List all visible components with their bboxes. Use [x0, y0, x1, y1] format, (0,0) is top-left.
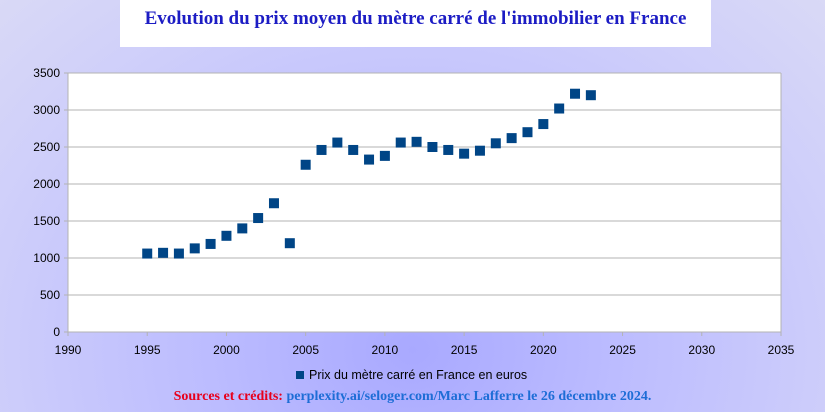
y-tick-label: 0 — [53, 325, 60, 339]
data-point — [411, 136, 422, 147]
data-point — [474, 145, 485, 156]
x-tick-label: 2015 — [451, 343, 478, 357]
data-point — [506, 133, 517, 144]
x-tick-label: 2030 — [688, 343, 715, 357]
data-point — [300, 159, 311, 170]
data-point — [490, 138, 501, 149]
data-point — [364, 154, 375, 165]
x-tick-label: 2005 — [292, 343, 319, 357]
data-point — [379, 150, 390, 161]
legend-marker — [296, 371, 304, 379]
x-tick-label: 2020 — [530, 343, 557, 357]
data-point — [585, 90, 596, 101]
y-tick-label: 500 — [40, 288, 60, 302]
data-point — [554, 103, 565, 114]
data-point — [253, 213, 264, 224]
data-point — [348, 144, 359, 155]
data-point — [189, 243, 200, 254]
data-point — [538, 119, 549, 130]
y-tick-label: 1000 — [33, 251, 60, 265]
data-point — [173, 248, 184, 259]
footer-credit: perplexity.ai/seloger.com/Marc Lafferre … — [286, 389, 652, 404]
data-point — [221, 230, 232, 241]
y-tick-label: 3500 — [33, 66, 60, 80]
y-tick-label: 2500 — [33, 140, 60, 154]
data-point — [443, 144, 454, 155]
x-tick-label: 2000 — [213, 343, 240, 357]
legend-label: Prix du mètre carré en France en euros — [309, 368, 528, 382]
x-tick-label: 1995 — [134, 343, 161, 357]
legend: Prix du mètre carré en France en euros — [296, 368, 527, 382]
data-point — [459, 148, 470, 159]
footer: Sources et crédits: perplexity.ai/seloge… — [0, 389, 825, 405]
data-point — [570, 88, 581, 99]
data-point — [316, 144, 327, 155]
data-point — [205, 238, 216, 249]
data-point — [142, 248, 153, 259]
data-point — [522, 127, 533, 138]
data-point — [237, 223, 248, 234]
chart-title: Evolution du prix moyen du mètre carré d… — [144, 7, 687, 29]
data-point — [284, 238, 295, 249]
footer-label: Sources et crédits: — [173, 389, 283, 404]
x-tick-label: 1990 — [55, 343, 82, 357]
x-tick-label: 2010 — [372, 343, 399, 357]
x-tick-label: 2035 — [768, 343, 795, 357]
y-tick-label: 3000 — [33, 103, 60, 117]
y-tick-label: 1500 — [33, 214, 60, 228]
title-box: Evolution du prix moyen du mètre carré d… — [120, 0, 711, 47]
data-point — [158, 247, 169, 258]
y-tick-label: 2000 — [33, 177, 60, 191]
data-point — [268, 198, 279, 209]
data-point — [395, 137, 406, 148]
plot-area — [68, 73, 781, 332]
data-point — [332, 137, 343, 148]
x-tick-label: 2025 — [609, 343, 636, 357]
data-point — [427, 142, 438, 152]
